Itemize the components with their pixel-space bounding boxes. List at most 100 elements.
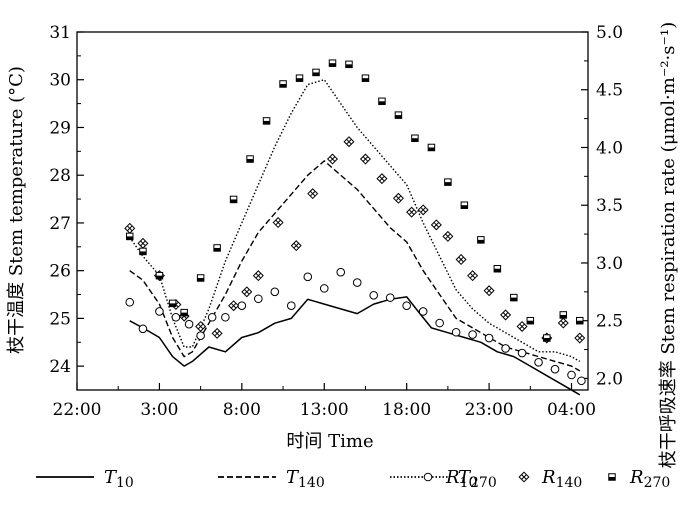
series-r270-point	[559, 311, 568, 319]
series-r270-point	[460, 201, 469, 209]
series-r140-point	[376, 173, 388, 185]
y-right-tick-label: 4.0	[596, 138, 623, 158]
series-r270-point	[155, 271, 164, 280]
x-tick-label: 23:00	[465, 400, 514, 420]
series-r270-point	[510, 293, 518, 302]
series-r140-point	[359, 153, 371, 165]
series-r270-point	[168, 299, 177, 308]
series-r140-point	[430, 219, 442, 231]
series-r140-points	[124, 136, 586, 344]
legend-label: T140	[286, 467, 325, 491]
y-left-tick-label: 30	[49, 71, 71, 91]
series-r270-point	[139, 247, 147, 256]
plot-frame	[76, 31, 589, 391]
legend-label: T10	[104, 467, 134, 491]
legend-label: R270	[629, 467, 670, 491]
series-r140-point	[211, 327, 223, 339]
series-r140-point	[228, 300, 240, 312]
series-r270-point	[328, 59, 337, 67]
series-r10-point	[286, 301, 296, 310]
series-r270-point	[229, 195, 238, 204]
series-r140-point	[516, 320, 528, 332]
series-r140-point	[417, 204, 429, 216]
y-right-tick-label: 3.0	[596, 254, 623, 274]
series-t270-line	[129, 78, 581, 363]
y-left-tick-label: 29	[49, 118, 71, 138]
y-left-tick-label: 25	[49, 309, 71, 329]
series-r10-point	[501, 344, 510, 353]
series-r140-point	[500, 309, 512, 321]
series-r140-point	[392, 192, 404, 204]
series-r10-point	[155, 307, 164, 316]
legend-swatch	[518, 471, 530, 483]
series-r10-point	[171, 312, 181, 322]
series-r10-point	[303, 272, 313, 282]
series-r10-point	[221, 312, 230, 322]
series-r270-point	[345, 60, 353, 69]
y-axis-left: 24 25 26 27 28 29 30 31	[49, 23, 84, 391]
y-right-tick-label: 4.5	[596, 81, 623, 101]
y-left-tick-label: 24	[49, 357, 71, 377]
series-r270-point	[493, 264, 502, 273]
legend-item-t140: T140	[218, 467, 325, 491]
series-r10-point	[418, 307, 428, 316]
legend-swatch	[423, 472, 433, 482]
series-r270-point	[196, 274, 205, 282]
series-r270-points	[125, 59, 584, 342]
series-r270-point	[213, 244, 221, 252]
series-r10-point	[138, 324, 148, 334]
series-r10-point	[184, 319, 194, 329]
series-r270-point	[262, 117, 271, 125]
y-axis-right-title: 枝干呼吸速率 Stem respiration rate (μmol·m⁻²·s…	[658, 22, 679, 469]
y-left-tick-label: 26	[49, 262, 71, 282]
series-r140-point	[467, 270, 479, 282]
series-r10-point	[196, 331, 205, 341]
series-r140-point	[241, 286, 253, 298]
series-r10-point	[567, 370, 576, 380]
series-r270-point	[279, 80, 287, 88]
series-r140-point	[326, 153, 339, 165]
series-r140-point	[574, 332, 586, 344]
series-r10-point	[254, 294, 263, 304]
series-r270-point	[361, 74, 370, 82]
series-r10-point	[336, 267, 346, 277]
series-r10-point	[270, 287, 280, 297]
legend-swatch	[608, 473, 616, 481]
series-r140-point	[483, 285, 495, 297]
series-r10-point	[451, 327, 461, 337]
series-r270-point	[125, 232, 134, 241]
legend-item-t270: T270	[390, 467, 497, 491]
x-tick-label: 8:00	[223, 400, 261, 420]
y-axis-right: 2.0 2.5 3.0 3.5 4.0 4.5 5.0	[581, 23, 623, 389]
y-left-tick-label: 31	[49, 23, 71, 43]
legend-item-t10: T10	[36, 467, 134, 491]
series-r10-point	[435, 318, 444, 328]
series-r10-point	[352, 278, 362, 287]
series-r140-point	[307, 188, 319, 200]
series-r10-point	[385, 293, 395, 302]
x-axis: 22:00 3:00 8:00 13:00 18:00 23:00 04:00	[53, 383, 596, 420]
series-r10-point	[369, 291, 379, 300]
series-r270-point	[180, 308, 188, 317]
x-tick-label: 3:00	[140, 400, 178, 420]
series-r10-point	[468, 330, 477, 339]
legend-item-r270: R270	[608, 467, 670, 491]
series-r140-point	[557, 317, 569, 329]
series-r270-point	[246, 155, 254, 163]
series-r140-point	[290, 240, 302, 252]
y-left-tick-label: 27	[49, 214, 71, 234]
x-tick-label: 04:00	[547, 400, 596, 420]
series-r140-point	[137, 237, 149, 249]
series-r10-point	[237, 301, 247, 310]
series-r270-point	[411, 134, 419, 142]
legend-item-r10: R10	[423, 467, 477, 491]
series-r270-point	[576, 316, 584, 325]
series-r270-point	[477, 236, 485, 244]
series-r270-point	[526, 316, 535, 325]
series-r10-point	[402, 301, 411, 310]
series-r10-point	[125, 297, 135, 307]
y-right-tick-label: 2.5	[596, 312, 623, 332]
series-r270-point	[543, 334, 551, 342]
series-r10-point	[550, 364, 560, 374]
